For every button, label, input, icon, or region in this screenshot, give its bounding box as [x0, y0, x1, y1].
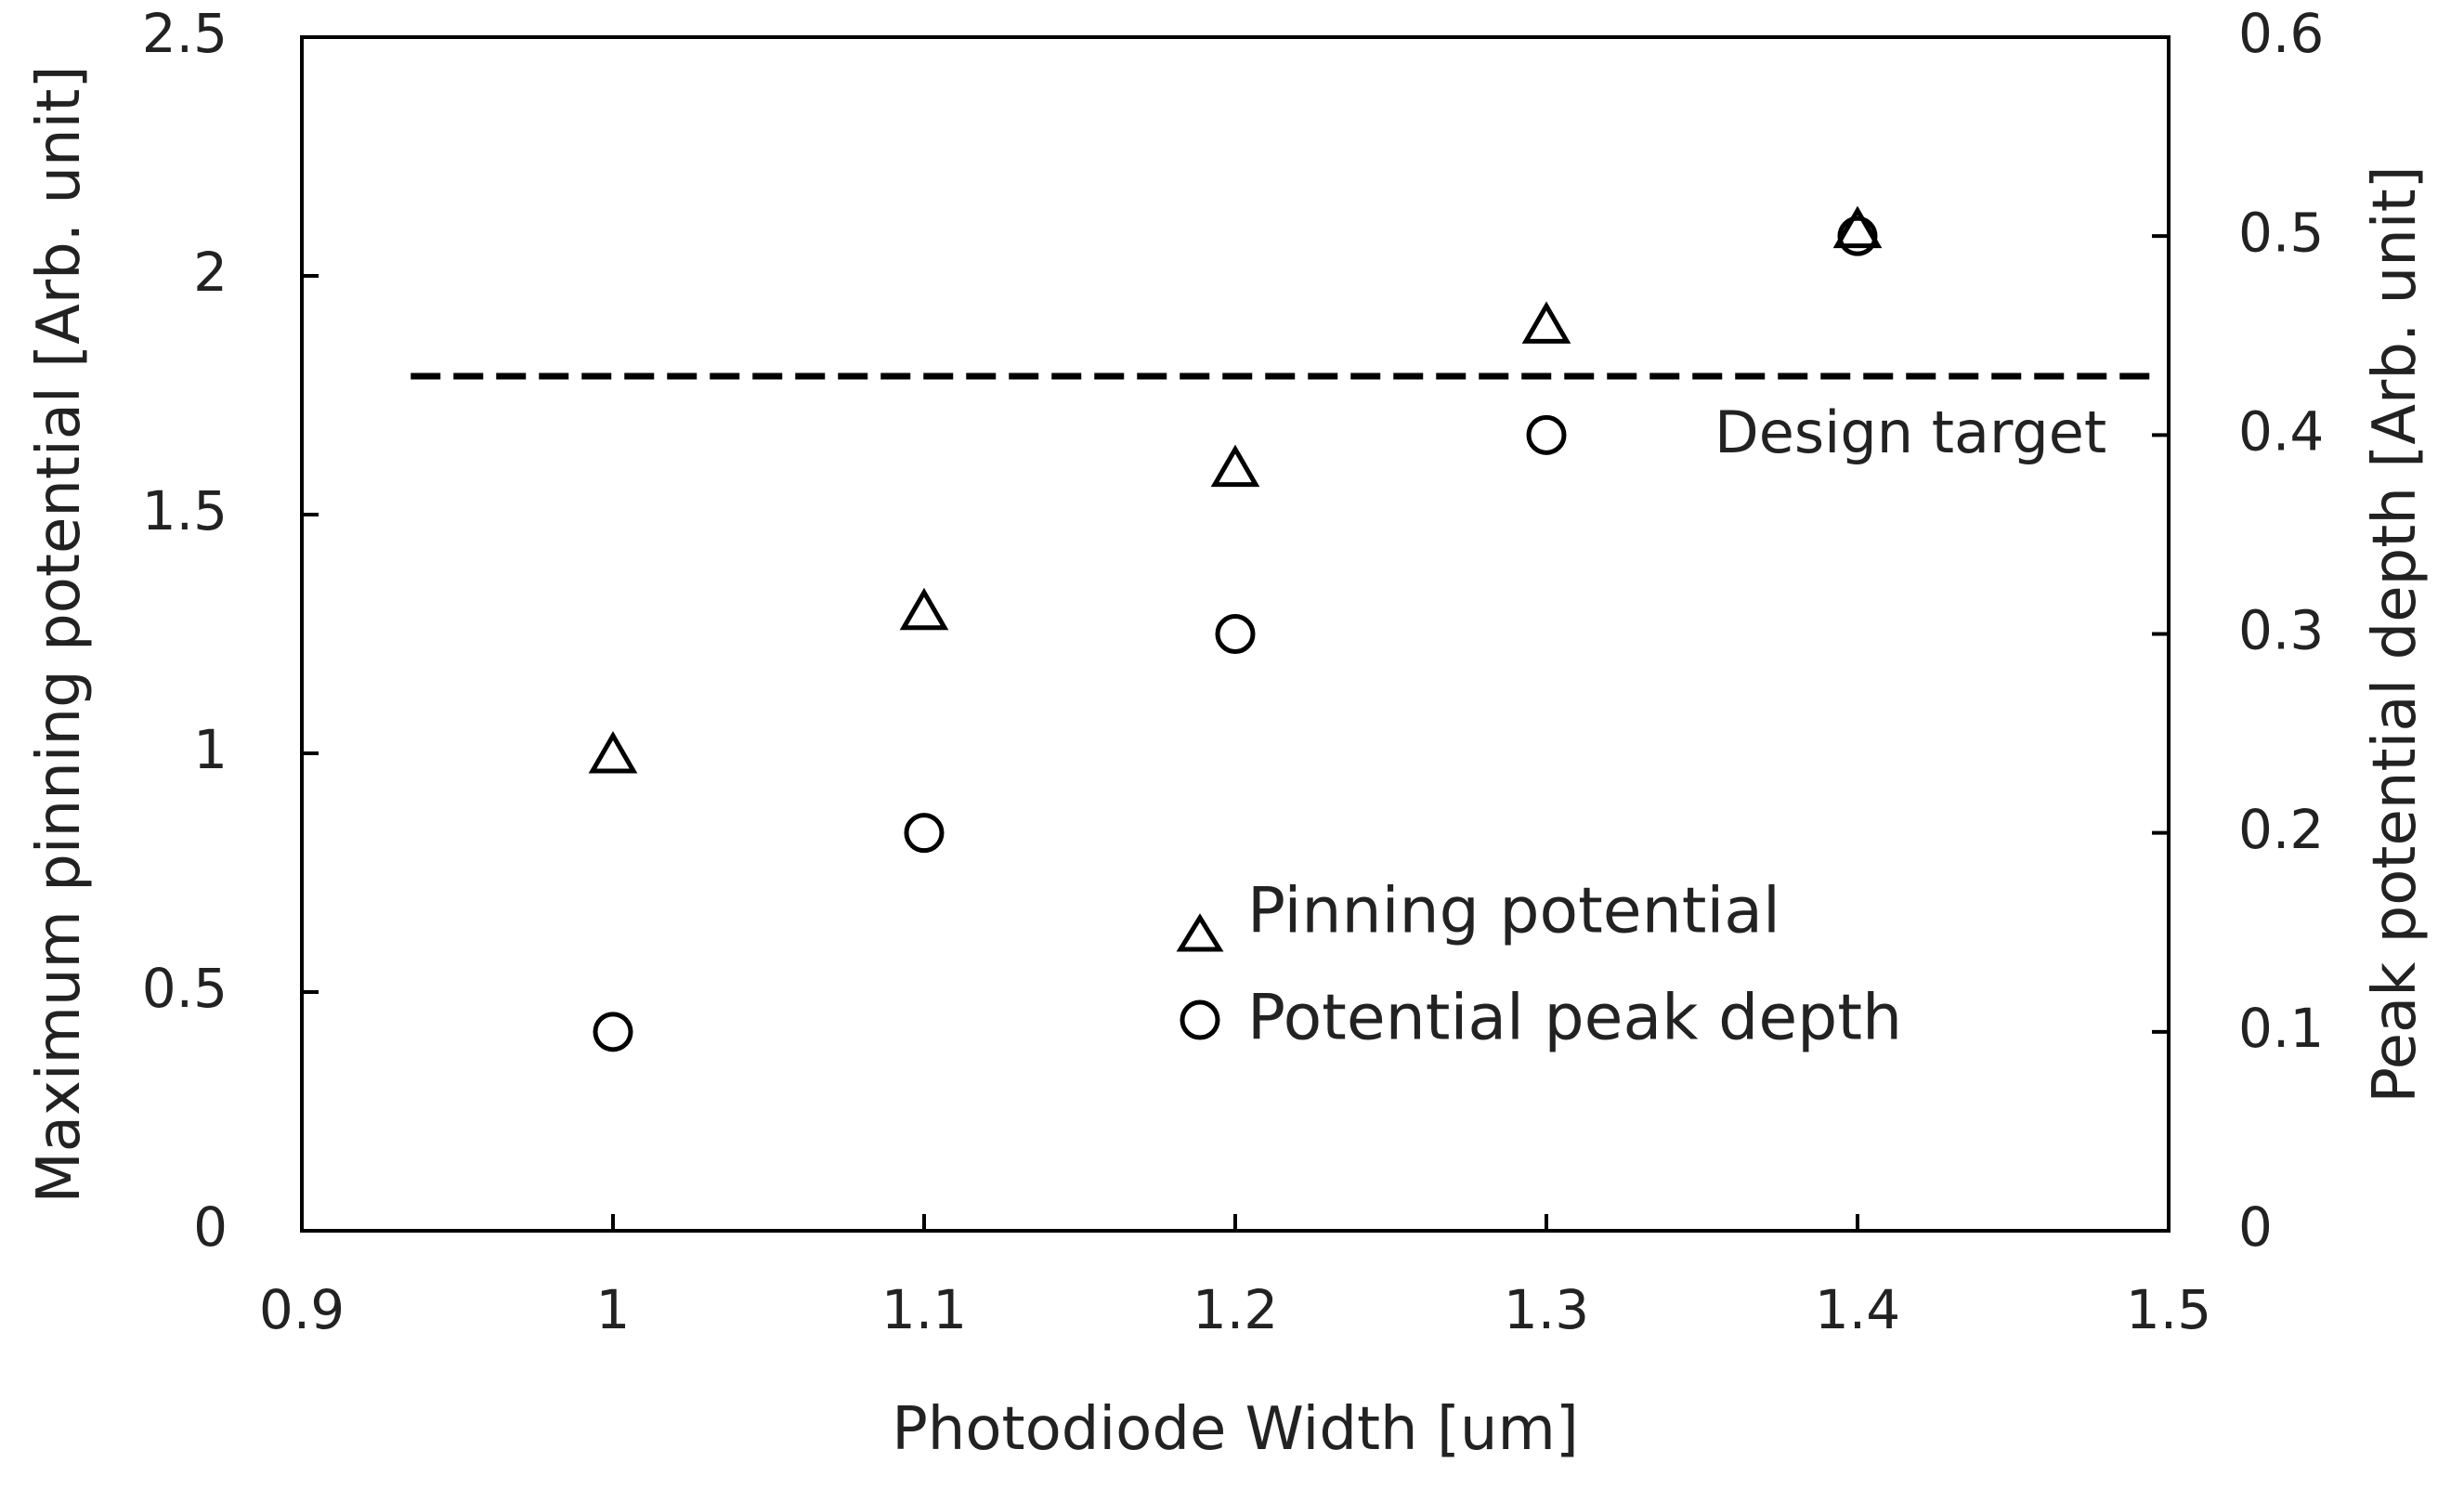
x-tick-label: 1.5	[2126, 1278, 2211, 1341]
legend-label-pinning-potential: Pinning potential	[1247, 875, 1780, 948]
x-tick-label: 1.1	[881, 1278, 967, 1341]
ticks	[300, 35, 2171, 1233]
y2-tick-label: 0.1	[2238, 997, 2324, 1060]
triangle-point-0	[588, 731, 638, 774]
legend-circle-marker	[1180, 999, 1220, 1040]
circle-point-3	[1526, 414, 1567, 455]
x-tick-label: 1.4	[1815, 1278, 1900, 1341]
y2-tick-label: 0.2	[2238, 798, 2324, 861]
y-tick-label: 1	[193, 718, 228, 781]
triangle-point-1	[899, 587, 949, 631]
circle-point-1	[904, 813, 945, 854]
triangle-point-2	[1210, 444, 1260, 488]
x-tick-label: 1	[596, 1278, 631, 1341]
legend: Pinning potential Potential peak depth	[1176, 875, 1902, 1055]
design-target-label: Design target	[1714, 398, 2106, 466]
y2-tick-label: 0.3	[2238, 599, 2324, 662]
circle-point-4	[1837, 216, 1878, 256]
y-tick-label: 1.5	[142, 479, 228, 542]
circle-point-0	[593, 1012, 633, 1052]
y-tick-label: 0	[193, 1195, 228, 1259]
y-tick-label: 0.5	[142, 957, 228, 1020]
data-marks	[588, 205, 1883, 1052]
y-tick-label: 2.5	[142, 2, 228, 65]
y2-tick-label: 0.5	[2238, 201, 2324, 264]
x-axis-title: Photodiode Width [um]	[892, 1395, 1579, 1464]
circle-point-2	[1215, 614, 1256, 654]
tick-labels: 0.9 1 1.1 1.2 1.3 1.4 1.5 0 0.5 1 1.5 2 2.5 0 0.1 0.2 0.…	[142, 2, 2325, 1341]
y2-tick-label: 0	[2238, 1195, 2273, 1259]
y2-axis-title: Peak potential depth [Arb. unit]	[2361, 165, 2430, 1103]
y2-tick-label: 0.4	[2238, 399, 2324, 463]
y2-tick-label: 0.6	[2238, 2, 2324, 65]
legend-label-potential-peak-depth: Potential peak depth	[1247, 982, 1902, 1055]
y-tick-label: 2	[193, 241, 228, 304]
legend-triangle-marker	[1176, 913, 1224, 952]
triangle-point-4	[1832, 205, 1883, 249]
y-axis-title: Maximum pinning potential [Arb. unit]	[25, 66, 94, 1204]
x-tick-label: 1.2	[1193, 1278, 1278, 1341]
x-tick-label: 0.9	[259, 1278, 345, 1341]
x-tick-label: 1.3	[1504, 1278, 1589, 1341]
triangle-point-3	[1521, 301, 1571, 344]
